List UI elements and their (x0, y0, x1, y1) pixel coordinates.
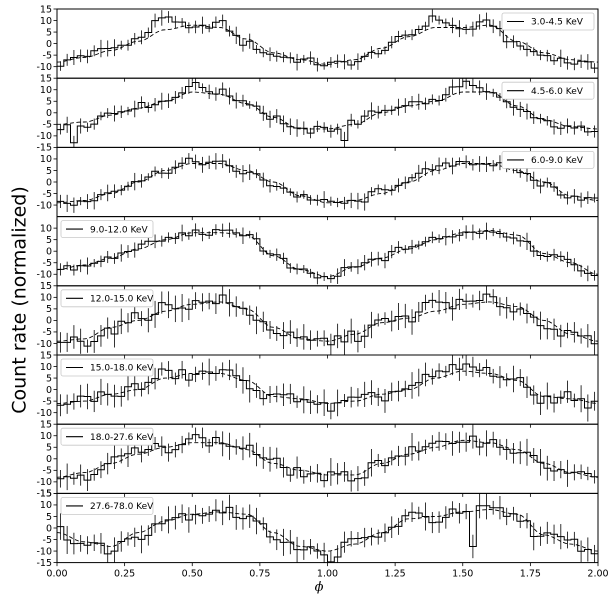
y-tick-label: 10 (40, 362, 52, 373)
legend-label: 4.5-6.0 KeV (531, 87, 584, 97)
y-tick-label: 5 (46, 304, 52, 315)
y-axis-label: Count rate (normalized) (9, 186, 31, 414)
y-tick-label: -15 (36, 489, 52, 500)
legend-label: 9.0-12.0 KeV (90, 225, 148, 235)
y-tick-label: -10 (36, 477, 52, 488)
y-tick-label: -10 (36, 131, 52, 142)
y-tick-label: 0 (46, 39, 52, 50)
legend-label: 27.6-78.0 KeV (90, 502, 154, 512)
x-axis-label: ϕ (315, 580, 324, 595)
legend-box (60, 220, 154, 239)
y-tick-label: -10 (36, 339, 52, 350)
y-tick-label: 5 (46, 235, 52, 246)
legend-box (501, 81, 595, 100)
y-tick-label: 0 (46, 523, 52, 534)
y-tick-label: 15 (40, 74, 52, 85)
legend-box (501, 12, 595, 31)
x-tick-label: 0.50 (182, 569, 203, 580)
model-curve (56, 301, 599, 342)
y-tick-label: 10 (40, 500, 52, 511)
y-tick-label: 5 (46, 166, 52, 177)
y-tick-label: -5 (43, 327, 52, 338)
y-tick-label: -15 (36, 143, 52, 154)
y-tick-label: -10 (36, 546, 52, 557)
y-tick-label: -5 (43, 189, 52, 200)
y-tick-label: -10 (36, 408, 52, 419)
y-tick-label: -10 (36, 200, 52, 211)
x-tick-label: 0.25 (114, 569, 135, 580)
y-tick-label: -10 (36, 62, 52, 73)
y-tick-label: 15 (40, 489, 52, 500)
y-tick-label: 15 (40, 350, 52, 361)
y-tick-label: 10 (40, 293, 52, 304)
y-tick-label: -5 (43, 396, 52, 407)
y-tick-label: 15 (40, 420, 52, 431)
y-tick-label: 0 (46, 385, 52, 396)
legend-box (60, 289, 154, 308)
y-tick-label: -5 (43, 466, 52, 477)
data-histogram (57, 229, 598, 280)
legend-label: 3.0-4.5 KeV (531, 18, 584, 28)
legend-box (501, 150, 595, 169)
x-tick-label: 1.50 (452, 569, 473, 580)
y-tick-label: 0 (46, 177, 52, 188)
y-tick-label: 15 (40, 4, 52, 15)
y-tick-label: 0 (46, 247, 52, 258)
model-curve (56, 24, 599, 65)
y-tick-label: 10 (40, 16, 52, 27)
legend-label: 6.0-9.0 KeV (531, 156, 584, 166)
y-tick-label: -15 (36, 558, 52, 569)
x-tick-label: 1.00 (317, 569, 338, 580)
y-tick-label: 5 (46, 443, 52, 454)
data-histogram (57, 80, 598, 144)
x-tick-label: 1.75 (520, 569, 541, 580)
y-tick-label: 10 (40, 223, 52, 234)
y-tick-label: 5 (46, 97, 52, 108)
data-histogram (57, 15, 598, 69)
y-tick-label: -10 (36, 270, 52, 281)
x-tick-label: 0.75 (249, 569, 270, 580)
y-tick-label: 0 (46, 454, 52, 465)
legend-box (60, 496, 154, 515)
data-histogram (57, 505, 598, 563)
y-tick-label: 5 (46, 373, 52, 384)
model-curve (57, 91, 598, 130)
y-tick-label: -5 (43, 258, 52, 269)
y-tick-label: -5 (43, 535, 52, 546)
data-histogram (57, 293, 598, 347)
y-tick-label: 10 (40, 85, 52, 96)
data-histogram (57, 434, 598, 482)
y-tick-label: 10 (40, 154, 52, 165)
x-tick-label: 0.00 (46, 569, 67, 580)
y-tick-label: 5 (46, 27, 52, 38)
y-tick-label: 5 (46, 512, 52, 523)
y-tick-label: -5 (43, 120, 52, 131)
y-tick-label: -5 (43, 50, 52, 61)
data-histogram (57, 363, 598, 412)
x-tick-label: 2.00 (587, 569, 608, 580)
legend-label: 18.0-27.6 KeV (90, 433, 154, 443)
legend-label: 12.0-15.0 KeV (90, 295, 154, 305)
y-tick-label: 15 (40, 281, 52, 292)
y-tick-label: 0 (46, 108, 52, 119)
legend-box (60, 427, 154, 446)
y-tick-label: 10 (40, 431, 52, 442)
x-tick-label: 1.25 (385, 569, 406, 580)
legend-label: 15.0-18.0 KeV (90, 364, 154, 374)
legend-box (60, 358, 154, 377)
y-tick-label: 0 (46, 316, 52, 327)
